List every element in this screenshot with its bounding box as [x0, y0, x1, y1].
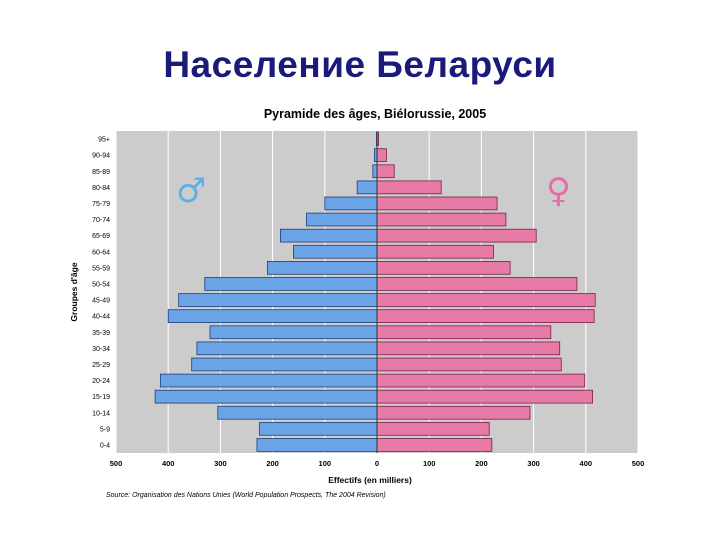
y-tick-label: 80-84 [92, 185, 110, 192]
female-bar [376, 341, 561, 356]
female-bar [376, 357, 562, 372]
male-bar [356, 180, 378, 195]
chart-title: Pyramide des âges, Biélorussie, 2005 [264, 107, 486, 121]
y-tick-label: 35-39 [92, 330, 110, 337]
x-tick-label: 300 [527, 459, 540, 468]
y-tick-label: 45-49 [92, 298, 110, 305]
female-bar [376, 261, 511, 275]
female-bar [376, 196, 498, 211]
male-bar [372, 164, 378, 179]
y-tick-labels: 95+ 90-94 85-89 80-84 75-79 70-74 65-69 60-64 55… [92, 137, 110, 450]
female-symbol: ♀ [546, 171, 571, 211]
x-tick-label: 100 [319, 459, 332, 468]
female-bar [376, 148, 387, 162]
male-bar [256, 438, 378, 452]
y-tick-label: 15-19 [92, 394, 110, 401]
female-bar [376, 212, 507, 227]
y-tick-label: 75-79 [92, 201, 110, 208]
y-tick-label: 55-59 [92, 265, 110, 272]
male-bar [154, 389, 378, 404]
x-tick-label: 500 [632, 459, 645, 468]
x-tick-labels: 500 400 300 200 100 0 100 200 300 400 500 [110, 459, 645, 468]
female-bar [376, 389, 593, 404]
male-bar [259, 422, 378, 436]
y-tick-label: 85-89 [92, 169, 110, 176]
y-tick-label: 40-44 [92, 314, 110, 321]
source-note: Source: Organisation des Nations Unies (… [106, 492, 386, 499]
male-bar [191, 357, 378, 372]
male-symbol: ♂ [176, 171, 206, 211]
male-bar [167, 309, 378, 323]
female-bar [376, 325, 552, 340]
male-bar [204, 277, 378, 291]
male-bar [209, 325, 378, 340]
y-tick-label: 70-74 [92, 217, 110, 224]
y-axis-label: Groupes d'âge [69, 262, 79, 321]
y-tick-label: 20-24 [92, 378, 110, 385]
female-bar [376, 405, 531, 420]
y-tick-label: 5-9 [100, 426, 110, 433]
female-bar [376, 244, 494, 259]
male-bar [324, 196, 378, 211]
x-tick-label: 100 [423, 459, 436, 468]
female-bar [376, 293, 596, 307]
male-bar [266, 261, 378, 275]
x-tick-label: 400 [580, 459, 593, 468]
female-bar [376, 180, 442, 195]
x-tick-label: 200 [266, 459, 279, 468]
female-bar [376, 277, 578, 291]
male-bar [159, 373, 378, 388]
male-bar [293, 244, 378, 259]
y-tick-label: 95+ [98, 137, 110, 144]
y-tick-label: 50-54 [92, 281, 110, 288]
x-tick-label: 200 [475, 459, 488, 468]
y-tick-label: 0-4 [100, 442, 110, 449]
x-tick-label: 400 [162, 459, 175, 468]
slide-title: Население Беларуси [163, 44, 557, 85]
male-bar [217, 405, 378, 420]
female-bar [376, 438, 493, 452]
male-bar [280, 228, 378, 243]
male-bar [196, 341, 378, 356]
y-tick-label: 90-94 [92, 153, 110, 160]
y-tick-label: 10-14 [92, 410, 110, 417]
female-bar [376, 164, 395, 179]
y-tick-label: 30-34 [92, 346, 110, 353]
y-tick-label: 65-69 [92, 233, 110, 240]
x-axis-label: Effectifs (en milliers) [328, 475, 412, 485]
bars [154, 131, 596, 453]
x-tick-label: 0 [375, 459, 379, 468]
x-tick-label: 300 [214, 459, 227, 468]
female-bar [376, 422, 490, 436]
male-bar [178, 293, 378, 307]
female-bar [376, 228, 537, 243]
female-bar [376, 309, 595, 323]
y-tick-label: 60-64 [92, 249, 110, 256]
male-bar [306, 212, 378, 227]
y-tick-label: 25-29 [92, 362, 110, 369]
x-tick-label: 500 [110, 459, 123, 468]
female-bar [376, 373, 586, 388]
